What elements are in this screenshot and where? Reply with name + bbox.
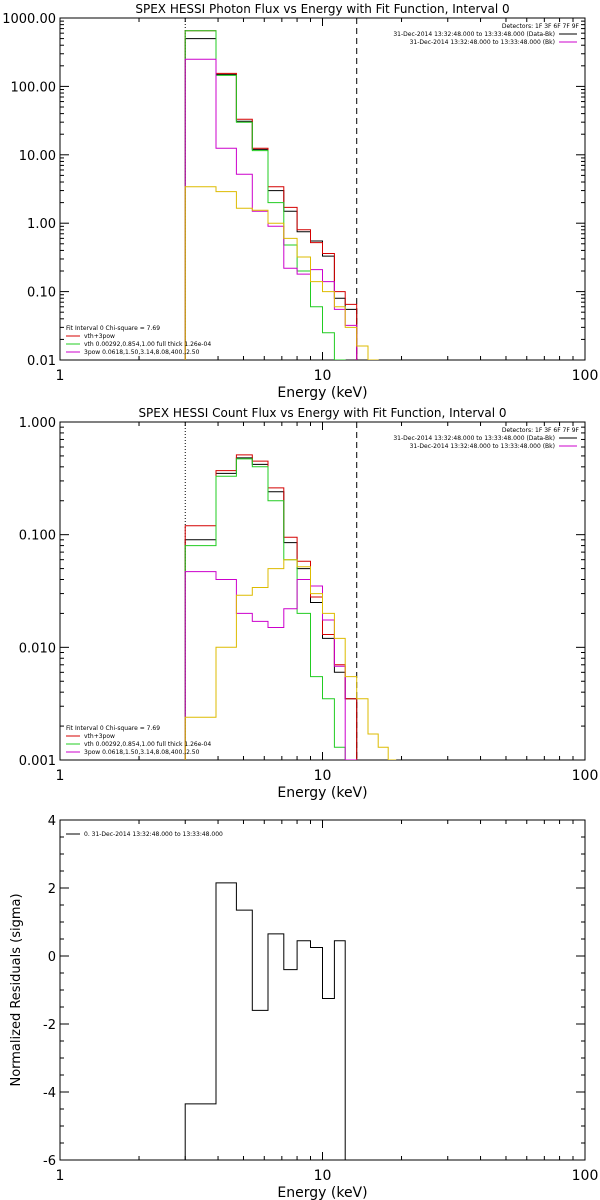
series-1-histogram bbox=[184, 457, 358, 760]
legend-entry: 31-Dec-2014 13:32:48.000 to 13:33:48.000… bbox=[393, 31, 555, 38]
series-3-histogram bbox=[184, 30, 346, 360]
series-4-histogram bbox=[184, 58, 358, 360]
detectors-label: Detectors: 1F 3F 6F 7F 9F bbox=[502, 427, 580, 434]
series-2-histogram bbox=[184, 454, 358, 760]
series-5-histogram bbox=[184, 559, 397, 760]
plot-area bbox=[184, 454, 397, 760]
y-tick-label: 100.00 bbox=[11, 80, 57, 95]
legend-entry: 31-Dec-2014 13:32:48.000 to 13:33:48.000… bbox=[393, 435, 555, 442]
x-axis-label: Energy (keV) bbox=[277, 785, 367, 801]
y-tick-label: 1.00 bbox=[27, 217, 56, 232]
series-2-histogram bbox=[184, 30, 358, 360]
chart-title: SPEX HESSI Count Flux vs Energy with Fit… bbox=[138, 406, 506, 420]
y-tick-label: 0.10 bbox=[27, 286, 56, 301]
x-axis-label: Energy (keV) bbox=[277, 385, 367, 401]
x-tick-label: 100 bbox=[572, 1168, 599, 1184]
y-tick-label: -4 bbox=[43, 1086, 56, 1101]
chart-panel-1: SPEX HESSI Photon Flux vs Energy with Fi… bbox=[2, 2, 598, 401]
legend-entry: 31-Dec-2014 13:32:48.000 to 13:33:48.000… bbox=[410, 39, 555, 46]
y-tick-label: 2 bbox=[48, 882, 56, 897]
x-tick-label: 100 bbox=[572, 768, 599, 784]
x-tick-label: 10 bbox=[314, 1168, 332, 1184]
x-axis-label: Energy (keV) bbox=[277, 1185, 367, 1200]
series-1-histogram bbox=[184, 38, 358, 360]
series-3-histogram bbox=[184, 458, 346, 760]
y-axis-label: Normalized Residuals (sigma) bbox=[9, 893, 24, 1086]
fit-legend-entry: vth+3pow bbox=[84, 333, 115, 340]
fit-legend-entry: 3pow 0.0618,1.50,3.14,8.08,400.,2.50 bbox=[84, 349, 200, 356]
x-tick-label: 10 bbox=[314, 768, 332, 784]
series-5-histogram bbox=[184, 186, 379, 360]
x-tick-label: 100 bbox=[572, 368, 599, 384]
y-tick-label: 10.00 bbox=[19, 149, 56, 164]
y-tick-label: 1000.00 bbox=[2, 12, 56, 27]
fit-legend-entry: vth+3pow bbox=[84, 733, 115, 740]
fit-legend-entry: vth 0.00292,0.854,1.00 full thick 1.26e-… bbox=[84, 341, 211, 348]
series-4-histogram bbox=[184, 571, 358, 760]
x-tick-label: 10 bbox=[314, 368, 332, 384]
y-tick-label: 0.010 bbox=[19, 641, 56, 656]
y-tick-label: 0.100 bbox=[19, 529, 56, 544]
chart-panel-2: SPEX HESSI Count Flux vs Energy with Fit… bbox=[19, 406, 599, 801]
detectors-label: Detectors: 1F 3F 6F 7F 9F bbox=[502, 23, 580, 30]
y-tick-label: 4 bbox=[48, 814, 56, 829]
legend-entry: 31-Dec-2014 13:32:48.000 to 13:33:48.000… bbox=[410, 443, 555, 450]
chart-panel-3: 1 10 100 Energy (keV) -6 -4 -2 0 2 4 Normalized Re… bbox=[9, 814, 598, 1200]
fit-label: Fit Interval 0 Chi-square = 7.69 bbox=[66, 325, 160, 332]
fit-label: Fit Interval 0 Chi-square = 7.69 bbox=[66, 725, 160, 732]
fit-legend-entry: vth 0.00292,0.854,1.00 full thick 1.26e-… bbox=[84, 741, 211, 748]
x-tick-label: 1 bbox=[56, 1168, 65, 1184]
y-tick-label: 0.01 bbox=[27, 354, 56, 369]
y-tick-label: 0.001 bbox=[19, 754, 56, 769]
y-tick-label: -2 bbox=[43, 1018, 56, 1033]
x-tick-label: 1 bbox=[56, 368, 65, 384]
y-tick-label: -6 bbox=[43, 1154, 56, 1169]
legend-entry: 0. 31-Dec-2014 13:32:48.000 to 13:33:48.… bbox=[84, 831, 223, 838]
fit-legend-entry: 3pow 0.0618,1.50,3.14,8.08,400.,2.50 bbox=[84, 749, 200, 756]
x-tick-label: 1 bbox=[56, 768, 65, 784]
y-tick-label: 0 bbox=[48, 950, 56, 965]
plot-area bbox=[184, 30, 379, 360]
plot-area bbox=[184, 882, 346, 1160]
chart-title: SPEX HESSI Photon Flux vs Energy with Fi… bbox=[135, 2, 509, 16]
series-1-histogram bbox=[184, 882, 346, 1160]
y-tick-label: 1.000 bbox=[19, 416, 56, 431]
